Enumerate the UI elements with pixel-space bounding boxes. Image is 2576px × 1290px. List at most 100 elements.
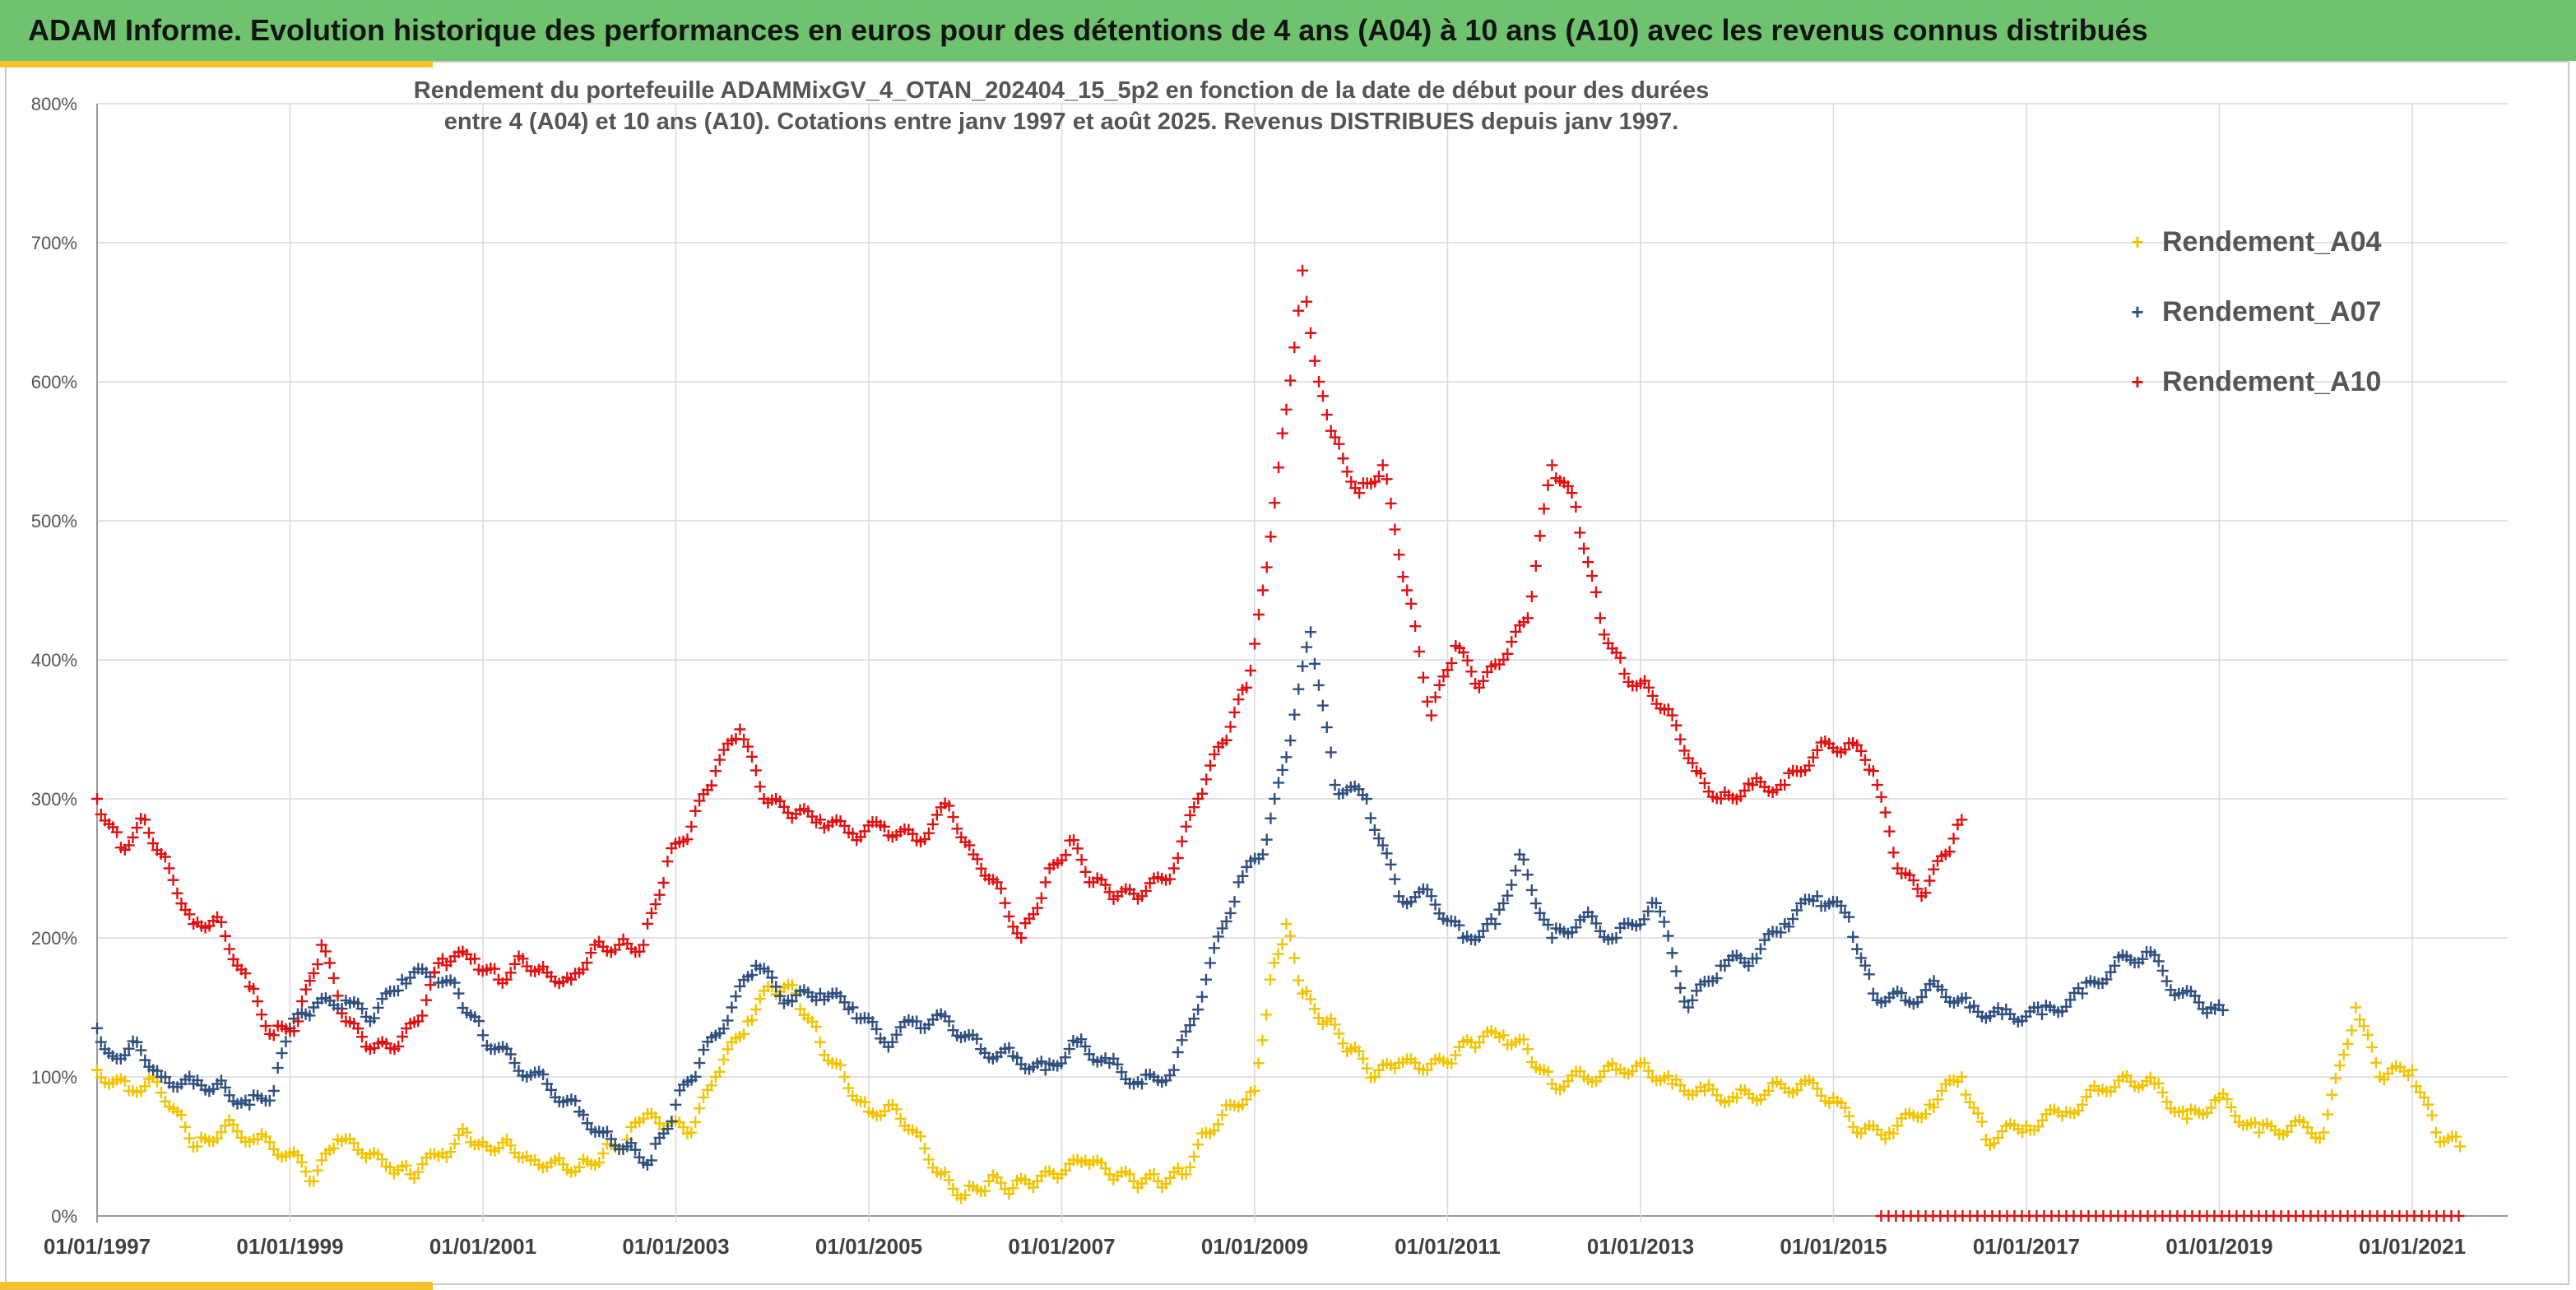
data-point xyxy=(1385,497,1397,509)
data-point xyxy=(1666,947,1678,959)
data-point xyxy=(1687,994,1699,1006)
data-point xyxy=(1208,1125,1220,1137)
data-point xyxy=(146,838,159,850)
data-point xyxy=(1127,1175,1139,1187)
x-tick-label: 01/01/2015 xyxy=(1780,1234,1887,1259)
data-point xyxy=(1099,879,1112,891)
data-point xyxy=(448,1138,461,1150)
data-point xyxy=(653,1117,666,1130)
data-point xyxy=(1747,779,1759,791)
data-point xyxy=(847,1001,859,1014)
data-point xyxy=(698,1044,710,1056)
data-point xyxy=(1297,660,1309,672)
data-point xyxy=(1879,1133,1891,1145)
data-point xyxy=(553,1152,565,1164)
data-point xyxy=(259,1020,272,1032)
data-point xyxy=(907,828,919,840)
data-point xyxy=(1650,897,1662,909)
data-point xyxy=(1176,1034,1188,1046)
data-point xyxy=(1288,341,1301,354)
data-point xyxy=(151,1065,164,1077)
data-point xyxy=(356,1031,369,1043)
data-point xyxy=(2350,1001,2362,1014)
data-point xyxy=(698,1091,710,1103)
data-point xyxy=(1646,689,1659,702)
data-point xyxy=(1425,890,1437,903)
data-point xyxy=(2032,1001,2045,1014)
data-point xyxy=(666,1116,678,1128)
data-point xyxy=(541,1078,554,1090)
data-point xyxy=(2453,1210,2465,1222)
data-point xyxy=(847,828,859,840)
data-point xyxy=(171,887,183,899)
data-point xyxy=(1079,1040,1092,1052)
data-point xyxy=(1249,1084,1260,1097)
data-point xyxy=(1699,1084,1711,1097)
data-point xyxy=(315,1154,327,1167)
data-point xyxy=(1361,1062,1373,1074)
data-point xyxy=(1787,913,1799,926)
data-point xyxy=(175,898,188,910)
data-point xyxy=(629,1144,642,1156)
data-point xyxy=(1260,561,1273,573)
data-point xyxy=(1268,957,1280,969)
data-point xyxy=(1385,858,1397,870)
data-point xyxy=(1851,739,1864,751)
data-point xyxy=(1216,922,1228,935)
data-point xyxy=(1529,898,1542,910)
data-point xyxy=(573,1161,586,1173)
data-point xyxy=(267,1084,280,1097)
data-point xyxy=(1473,681,1485,694)
data-point xyxy=(750,764,762,777)
data-point xyxy=(1758,934,1771,946)
data-point xyxy=(1642,905,1655,917)
data-point xyxy=(1670,719,1683,731)
data-point xyxy=(2035,1008,2048,1020)
x-tick-label: 01/01/2007 xyxy=(1008,1234,1115,1259)
data-point xyxy=(2152,955,2165,968)
data-point xyxy=(1293,974,1305,986)
data-point xyxy=(143,827,155,839)
data-point xyxy=(717,1054,730,1066)
data-point xyxy=(1337,1037,1349,1050)
series-rendement_a07 xyxy=(91,626,2229,1171)
data-point xyxy=(1232,876,1245,889)
data-point xyxy=(1525,591,1538,603)
data-point xyxy=(786,995,798,1008)
data-point xyxy=(215,916,227,928)
data-point xyxy=(674,1084,686,1097)
data-point xyxy=(1313,376,1325,387)
data-point xyxy=(1365,812,1377,824)
data-point xyxy=(1075,854,1088,866)
data-point xyxy=(1891,1120,1904,1132)
data-point xyxy=(1265,812,1277,824)
data-point xyxy=(814,1036,826,1048)
data-point xyxy=(694,795,706,807)
data-point xyxy=(291,1149,304,1162)
data-point xyxy=(1208,942,1220,954)
data-point xyxy=(1216,1109,1228,1121)
data-point xyxy=(412,1166,425,1178)
data-point xyxy=(1401,584,1413,596)
data-point xyxy=(1308,1003,1320,1015)
data-point xyxy=(1204,759,1217,772)
data-point xyxy=(705,779,717,791)
data-point xyxy=(1241,1093,1253,1106)
data-point xyxy=(922,1153,935,1166)
data-point xyxy=(1534,907,1546,919)
data-point xyxy=(1654,905,1666,917)
data-point xyxy=(918,833,931,846)
data-point xyxy=(1690,985,1702,997)
data-point xyxy=(1027,1181,1039,1194)
data-point xyxy=(1871,779,1883,791)
data-point xyxy=(2017,1126,2029,1139)
data-point xyxy=(1329,431,1341,443)
data-point xyxy=(1639,675,1651,687)
data-point xyxy=(1566,487,1578,499)
data-point xyxy=(444,1146,457,1158)
series-rendement_a04 xyxy=(91,918,2467,1204)
data-point xyxy=(1546,932,1558,944)
data-point xyxy=(1546,459,1558,471)
data-point xyxy=(890,1103,903,1116)
